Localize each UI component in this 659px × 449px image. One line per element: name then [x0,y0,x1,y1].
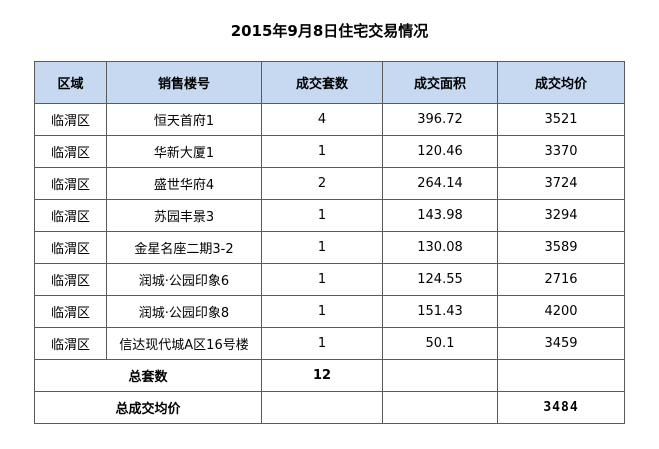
total-units-value: 12 [261,359,383,392]
cell-building: 润城·公园印象8 [106,295,262,328]
cell-sqm: 264.14 [382,167,498,200]
table-row: 临渭区 金星名座二期3-2 1 130.08 3589 [34,231,625,264]
cell-sqm: 151.43 [382,295,498,328]
cell-building: 恒天首府1 [106,103,262,136]
cell-price: 3459 [497,327,625,360]
cell-sqm: 143.98 [382,199,498,232]
cell-building: 华新大厦1 [106,135,262,168]
column-header-area-sqm: 成交面积 [382,61,498,104]
cell-area: 临渭区 [34,231,107,264]
avg-price-value: 3484 [497,391,625,424]
cell-sqm: 124.55 [382,263,498,296]
cell-price: 2716 [497,263,625,296]
page-title: 2015年9月8日住宅交易情况 [230,22,429,40]
cell-area: 临渭区 [34,263,107,296]
cell-units: 1 [261,263,383,296]
cell-area: 临渭区 [34,167,107,200]
cell-price: 3724 [497,167,625,200]
table-row: 临渭区 润城·公园印象8 1 151.43 4200 [34,295,625,328]
cell-sqm: 50.1 [382,327,498,360]
empty-cell [382,391,498,424]
column-header-building: 销售楼号 [106,61,262,104]
cell-units: 1 [261,199,383,232]
table-row: 临渭区 润城·公园印象6 1 124.55 2716 [34,263,625,296]
transactions-table: 区域 销售楼号 成交套数 成交面积 成交均价 临渭区 恒天首府1 4 396.7… [34,61,625,424]
cell-building: 润城·公园印象6 [106,263,262,296]
cell-building: 盛世华府4 [106,167,262,200]
cell-area: 临渭区 [34,199,107,232]
cell-sqm: 120.46 [382,135,498,168]
column-header-avg-price: 成交均价 [497,61,625,104]
cell-price: 4200 [497,295,625,328]
cell-price: 3370 [497,135,625,168]
cell-price: 3589 [497,231,625,264]
cell-price: 3294 [497,199,625,232]
cell-price: 3521 [497,103,625,136]
cell-sqm: 130.08 [382,231,498,264]
cell-building: 金星名座二期3-2 [106,231,262,264]
table-row: 临渭区 苏园丰景3 1 143.98 3294 [34,199,625,232]
cell-area: 临渭区 [34,103,107,136]
table-row: 临渭区 恒天首府1 4 396.72 3521 [34,103,625,136]
cell-area: 临渭区 [34,135,107,168]
cell-building: 信达现代城A区16号楼 [106,327,262,360]
cell-units: 2 [261,167,383,200]
table-row: 临渭区 信达现代城A区16号楼 1 50.1 3459 [34,327,625,360]
cell-units: 4 [261,103,383,136]
empty-cell [261,391,383,424]
empty-cell [382,359,498,392]
avg-price-row: 总成交均价 3484 [34,391,625,424]
cell-area: 临渭区 [34,327,107,360]
total-units-label: 总套数 [34,359,262,392]
avg-price-label: 总成交均价 [34,391,262,424]
cell-units: 1 [261,231,383,264]
cell-units: 1 [261,327,383,360]
cell-units: 1 [261,295,383,328]
cell-area: 临渭区 [34,295,107,328]
cell-sqm: 396.72 [382,103,498,136]
empty-cell [497,359,625,392]
cell-building: 苏园丰景3 [106,199,262,232]
table-header-row: 区域 销售楼号 成交套数 成交面积 成交均价 [34,61,625,104]
total-units-row: 总套数 12 [34,359,625,392]
table-row: 临渭区 盛世华府4 2 264.14 3724 [34,167,625,200]
column-header-units: 成交套数 [261,61,383,104]
table-row: 临渭区 华新大厦1 1 120.46 3370 [34,135,625,168]
cell-units: 1 [261,135,383,168]
column-header-area: 区域 [34,61,107,104]
